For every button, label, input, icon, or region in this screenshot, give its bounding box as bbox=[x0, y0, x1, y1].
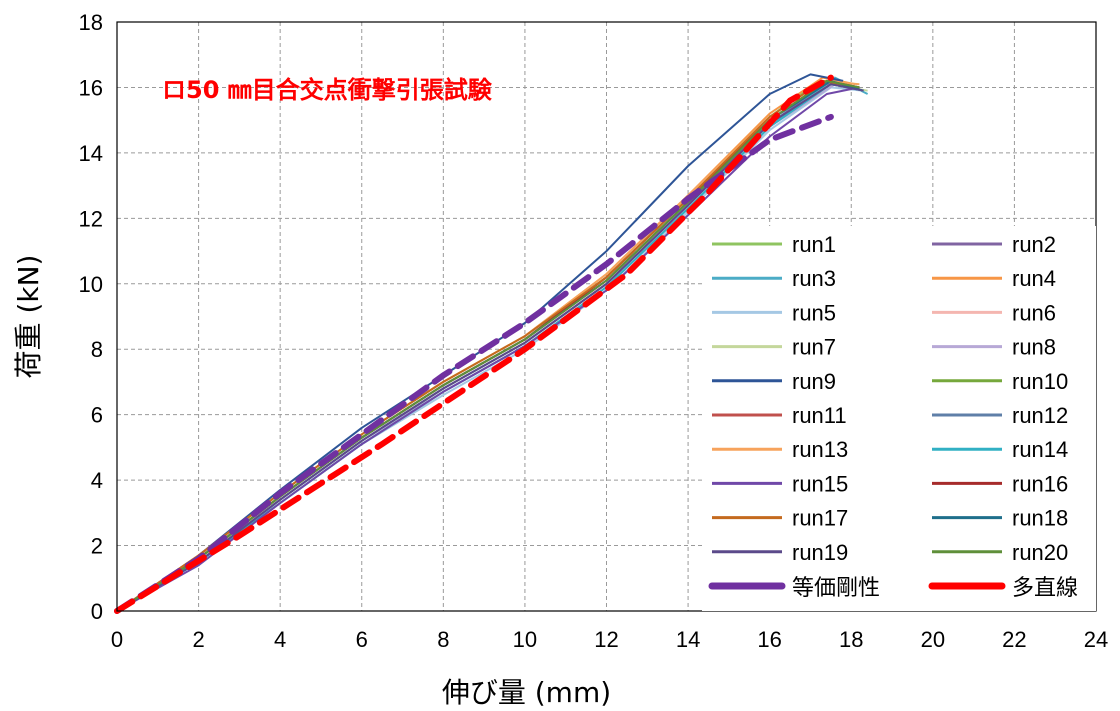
y-tick-labels: 0 2 4 6 8 10 12 14 16 18 bbox=[79, 10, 103, 624]
x-tick-label: 20 bbox=[921, 627, 945, 652]
legend-label: 等価剛性 bbox=[792, 575, 880, 600]
legend-label: run5 bbox=[792, 300, 836, 325]
x-tick-labels: 0 2 4 6 8 10 12 14 16 18 20 22 24 bbox=[111, 627, 1108, 652]
legend-label: run3 bbox=[792, 266, 836, 291]
y-tick-label: 6 bbox=[91, 403, 103, 428]
legend: run1 run2 run3 run4 run5 run6 run7 run8 run9 run1… bbox=[702, 226, 1096, 611]
legend-label: run13 bbox=[792, 437, 848, 462]
legend-label: run19 bbox=[792, 540, 848, 565]
chart-title: ロ50 ㎜目合交点衝撃引張試験 bbox=[162, 76, 493, 104]
legend-label: run4 bbox=[1012, 266, 1056, 291]
y-tick-label: 12 bbox=[79, 206, 103, 231]
y-tick-label: 16 bbox=[79, 75, 103, 100]
y-axis-label: 荷重 (kN) bbox=[12, 255, 45, 379]
legend-label: run7 bbox=[792, 335, 836, 360]
y-tick-label: 14 bbox=[79, 141, 103, 166]
x-tick-label: 0 bbox=[111, 627, 123, 652]
x-tick-label: 18 bbox=[839, 627, 863, 652]
legend-label: run10 bbox=[1012, 369, 1068, 394]
legend-label: run6 bbox=[1012, 300, 1056, 325]
x-tick-label: 6 bbox=[356, 627, 368, 652]
x-tick-label: 24 bbox=[1084, 627, 1108, 652]
series-line-run19 bbox=[116, 83, 864, 612]
y-tick-label: 18 bbox=[79, 10, 103, 35]
legend-label: run8 bbox=[1012, 335, 1056, 360]
x-axis-label: 伸び量 (mm) bbox=[442, 676, 611, 709]
legend-label: run18 bbox=[1012, 506, 1068, 531]
x-tick-label: 10 bbox=[513, 627, 537, 652]
x-tick-label: 2 bbox=[192, 627, 204, 652]
legend-label: run11 bbox=[792, 403, 847, 428]
y-tick-label: 10 bbox=[79, 272, 103, 297]
legend-label: run15 bbox=[792, 471, 848, 496]
legend-label: run2 bbox=[1012, 232, 1056, 257]
x-tick-label: 8 bbox=[437, 627, 449, 652]
legend-label: run16 bbox=[1012, 471, 1068, 496]
y-tick-label: 2 bbox=[91, 534, 103, 559]
x-tick-label: 4 bbox=[274, 627, 286, 652]
series-line-run20 bbox=[116, 79, 860, 612]
y-tick-label: 8 bbox=[91, 337, 103, 362]
legend-label: run14 bbox=[1012, 437, 1068, 462]
legend-label: run1 bbox=[792, 232, 836, 257]
legend-label: run17 bbox=[792, 506, 848, 531]
x-tick-label: 12 bbox=[594, 627, 618, 652]
legend-label: run9 bbox=[792, 369, 836, 394]
fit-layer bbox=[114, 74, 834, 614]
legend-label: run20 bbox=[1012, 540, 1068, 565]
x-tick-label: 14 bbox=[676, 627, 700, 652]
y-tick-label: 0 bbox=[91, 599, 103, 624]
legend-background bbox=[702, 226, 1096, 611]
legend-label: 多直線 bbox=[1012, 575, 1078, 600]
legend-label: run12 bbox=[1012, 403, 1068, 428]
x-tick-label: 16 bbox=[757, 627, 781, 652]
x-tick-label: 22 bbox=[1002, 627, 1026, 652]
fit-line-1 bbox=[114, 74, 834, 614]
y-tick-label: 4 bbox=[91, 468, 103, 493]
